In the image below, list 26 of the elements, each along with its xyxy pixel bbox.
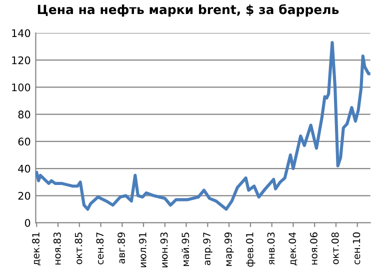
x-tick-label: авг.89 (118, 232, 125, 264)
x-tick-label: мар.99 (224, 232, 234, 266)
x-tick-label: сен.87 (96, 232, 104, 264)
chart-title: Цена на нефть марки brent, $ за баррель (38, 4, 339, 17)
x-tick-label: фев.01 (246, 232, 256, 267)
y-tick-label: 60 (18, 138, 30, 146)
x-tick-label: окт.08 (331, 232, 339, 264)
y-tick-label: 100 (12, 83, 30, 92)
x-tick-label: июл.91 (138, 232, 146, 268)
y-tick-label: 120 (12, 56, 30, 64)
y-tick-label: 40 (18, 164, 30, 173)
x-tick-label: июн.93 (160, 232, 168, 268)
y-tick-label: 140 (12, 29, 30, 38)
x-tick-label: янв.03 (267, 232, 275, 265)
x-tick-label: окт.85 (74, 232, 82, 264)
x-tick-label: май.95 (182, 232, 190, 266)
x-tick-label: сен.10 (352, 232, 360, 264)
x-tick-label: дек.04 (288, 232, 298, 266)
x-tick-label: апр.97 (203, 232, 212, 266)
line-series (36, 40, 370, 211)
x-tick-label: ноя.83 (53, 232, 61, 265)
y-tick-label: 0 (24, 218, 30, 227)
x-tick-label: дек.81 (32, 232, 41, 266)
y-tick-label: 20 (18, 192, 30, 200)
y-tick-label: 80 (18, 110, 30, 118)
x-tick-label: ноя.06 (310, 232, 318, 265)
